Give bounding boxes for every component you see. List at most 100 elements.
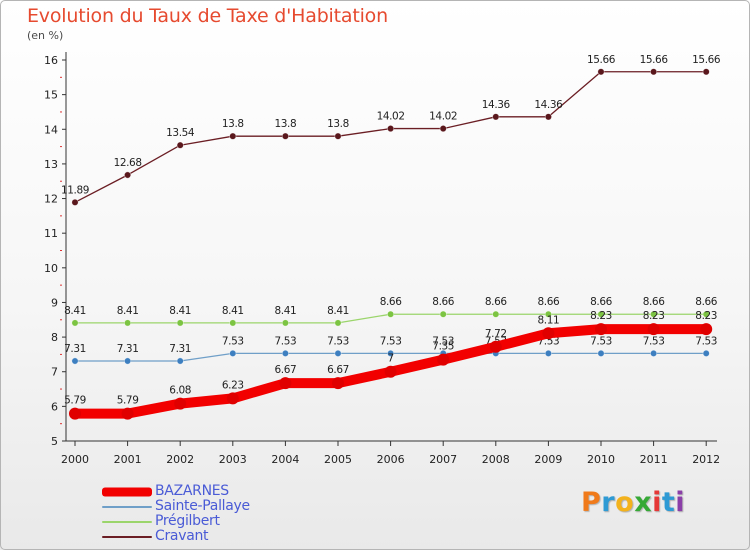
y-tick-label: 13 [44,158,58,171]
data-point-bazarnes [279,377,292,390]
data-label-bazarnes: 7.35 [432,341,454,353]
legend-swatch-bazarnes [102,487,152,496]
data-point-sainte-pallaye [544,349,552,357]
data-label-pregilbert: 8.66 [538,296,560,308]
data-point-sainte-pallaye [597,349,605,357]
x-tick-label: 2002 [166,453,194,466]
data-point-sainte-pallaye [176,357,184,365]
data-label-sainte-pallaye: 7.31 [64,343,86,355]
data-point-sainte-pallaye [124,357,132,365]
data-point-pregilbert [387,310,395,318]
data-point-pregilbert [439,310,447,318]
legend-swatch-pregilbert [102,520,152,523]
data-label-pregilbert: 8.41 [169,305,191,317]
proxiti-logo[interactable]: Proxiti [581,487,685,518]
data-label-pregilbert: 8.66 [380,296,402,308]
data-point-bazarnes [384,365,397,378]
y-axis-unit-label: (en %) [27,29,64,42]
data-point-bazarnes [542,327,555,340]
y-tick-label: 9 [51,296,58,309]
data-label-pregilbert: 8.41 [275,305,297,317]
data-point-sainte-pallaye [229,349,237,357]
data-point-pregilbert [71,319,79,327]
data-label-sainte-pallaye: 7.53 [590,335,612,347]
data-point-cravant [281,132,289,140]
data-point-sainte-pallaye [281,349,289,357]
data-label-pregilbert: 8.41 [222,305,244,317]
data-label-sainte-pallaye: 7.53 [695,335,717,347]
y-tick-label: 6 [51,400,58,413]
y-tick-label: 16 [44,54,58,67]
x-tick-label: 2012 [692,453,720,466]
data-label-sainte-pallaye: 7.53 [643,335,665,347]
data-label-sainte-pallaye: 7.53 [275,335,297,347]
data-label-pregilbert: 8.66 [643,296,665,308]
data-label-cravant: 12.68 [114,157,142,169]
data-label-sainte-pallaye: 7.31 [169,343,191,355]
data-point-bazarnes [121,407,134,420]
y-tick-label: 11 [44,227,58,240]
data-label-cravant: 15.66 [640,54,669,66]
data-point-pregilbert [650,310,658,318]
x-tick-label: 2001 [114,453,142,466]
data-point-bazarnes [595,323,607,336]
data-label-cravant: 11.89 [61,184,89,196]
data-point-bazarnes [226,392,239,405]
logo-letter: r [601,487,616,518]
data-label-bazarnes: 6.23 [222,379,244,391]
data-label-bazarnes: 5.79 [64,395,86,407]
x-tick-label: 2009 [534,453,562,466]
data-point-pregilbert [702,310,710,318]
data-label-pregilbert: 8.41 [327,305,349,317]
data-point-pregilbert [281,319,289,327]
x-tick-label: 2003 [219,453,247,466]
logo-letter: x [634,487,653,518]
data-label-bazarnes: 8.23 [695,310,717,322]
y-tick-label: 7 [51,366,58,379]
data-point-sainte-pallaye [650,349,658,357]
data-point-bazarnes [174,397,187,410]
data-point-cravant [176,141,184,149]
data-label-cravant: 13.8 [275,118,297,130]
data-label-cravant: 14.36 [482,99,511,111]
data-label-bazarnes: 5.79 [117,395,139,407]
logo-letter: P [581,487,602,518]
data-point-bazarnes [437,353,450,366]
logo-letter: i [675,487,686,518]
data-point-pregilbert [229,319,237,327]
y-tick-label: 10 [44,262,58,275]
data-point-cravant [334,132,342,140]
x-tick-label: 2000 [61,453,89,466]
data-label-pregilbert: 8.41 [117,305,139,317]
y-tick-label: 15 [44,89,58,102]
data-label-bazarnes: 6.08 [169,385,191,397]
legend-swatch-cravant [102,535,152,538]
data-label-cravant: 14.02 [429,111,457,123]
data-point-pregilbert [334,319,342,327]
data-point-sainte-pallaye [334,349,342,357]
x-tick-label: 2004 [271,453,299,466]
data-point-cravant [71,198,79,206]
data-label-cravant: 14.36 [534,99,563,111]
data-point-pregilbert [544,310,552,318]
data-point-bazarnes [489,340,502,353]
data-label-sainte-pallaye: 7.53 [432,335,454,347]
data-point-cravant [702,68,710,76]
data-label-pregilbert: 8.66 [695,296,717,308]
data-label-sainte-pallaye: 7.53 [222,335,244,347]
legend-label-sainte-pallaye: Sainte-Pallaye [155,498,250,514]
data-point-cravant [597,68,605,76]
data-label-pregilbert: 8.66 [590,296,612,308]
x-tick-label: 2010 [587,453,615,466]
data-point-sainte-pallaye [71,357,79,365]
x-tick-label: 2011 [640,453,668,466]
data-label-sainte-pallaye: 7.53 [327,335,349,347]
legend-label-bazarnes: BAZARNES [155,483,229,499]
y-tick-label: 12 [44,193,58,206]
data-point-bazarnes [69,407,81,420]
data-label-pregilbert: 8.41 [64,305,86,317]
data-label-pregilbert: 8.66 [485,296,507,308]
data-label-sainte-pallaye: 7.53 [380,335,402,347]
logo-letter: t [661,487,676,518]
data-point-cravant [124,171,132,179]
